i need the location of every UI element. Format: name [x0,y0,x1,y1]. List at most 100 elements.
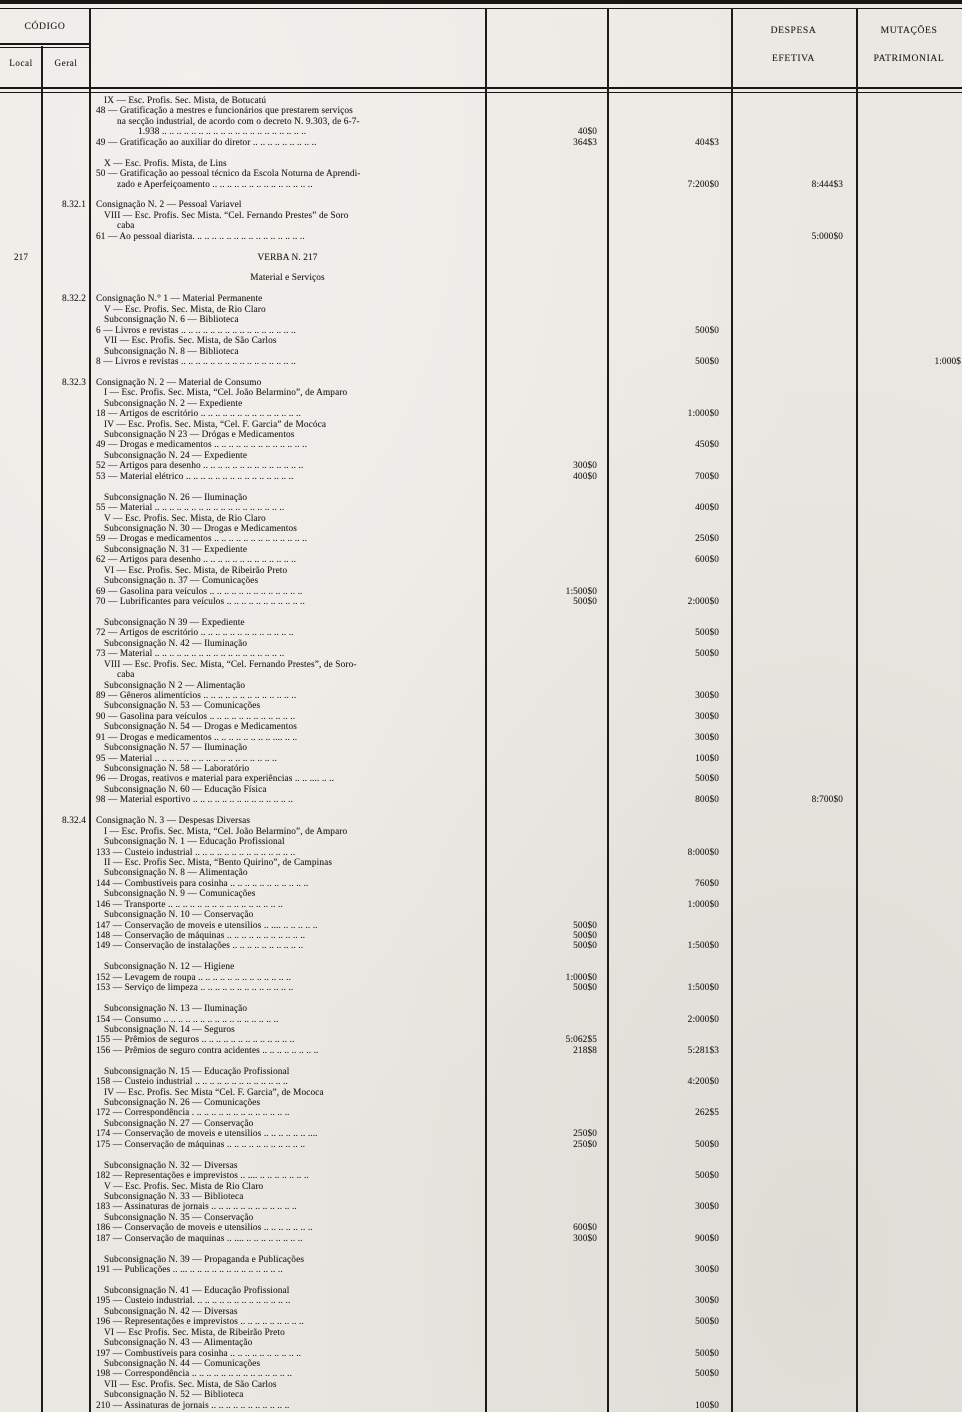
geral-code-cell [42,1369,90,1379]
local-code-cell [0,1380,42,1390]
table-row: Subconsignação N. 8 — Biblioteca [0,347,962,357]
geral-code-cell [42,1140,90,1150]
value-col1-cell [485,367,607,377]
geral-code-cell [42,712,90,722]
despesa-efetiva-cell [731,1035,856,1045]
top-rule-thin [0,8,962,10]
geral-code-cell [42,1223,90,1233]
value-col2-cell [607,1098,731,1108]
despesa-efetiva-cell [731,806,856,816]
mutacoes-header-line2: PATRIMONIAL [873,53,945,64]
local-code-cell [0,1296,42,1306]
description-cell: 182 — Representações e imprevistos .. ..… [96,1171,309,1182]
despesa-efetiva-cell [731,273,856,283]
value-col1-cell [485,952,607,962]
despesa-header-line1: DESPESA [770,25,817,36]
value-col1-cell: 250$0 [573,1129,597,1140]
geral-code-cell [42,117,90,127]
despesa-efetiva-cell [731,1317,856,1327]
mutacoes-patrimonial-cell [856,1265,962,1275]
table-row: Subconsignação N. 54 — Drogas e Medicame… [0,722,962,732]
geral-code-cell [42,1275,90,1285]
geral-code-cell [42,681,90,691]
table-row: I — Esc. Profis. Sec. Mista, “Cel. João … [0,827,962,837]
value-col2-cell [607,1161,731,1171]
value-col1-cell [485,670,607,680]
table-row [0,148,962,158]
geral-code-cell [42,889,90,899]
value-col2-cell: 4:200$0 [687,1077,719,1088]
table-row: VII — Esc. Profis. Sec. Mista, de São Ca… [0,1380,962,1390]
local-code-cell [0,1015,42,1025]
table-row: Subconsignação N. 13 — Iluminação [0,1004,962,1014]
geral-code-cell [42,587,90,597]
value-col2-cell: 500$0 [695,1348,719,1359]
value-col2-cell [607,263,731,273]
despesa-efetiva-cell [731,357,856,367]
geral-code-cell [42,1296,90,1306]
mutacoes-patrimonial-cell [856,681,962,691]
table-row: 8.32.3 Consignação N. 2 — Material de Con… [0,378,962,388]
geral-code-cell [42,440,90,450]
local-column-label: Local [9,58,33,68]
description-cell: Subconsignação N. 15 — Educação Profissi… [104,1066,290,1077]
mutacoes-patrimonial-cell [856,1202,962,1212]
geral-code-cell [42,597,90,607]
despesa-efetiva-cell [731,148,856,158]
description-cell: Subconsignação N. 53 — Comunicações [104,701,261,712]
table-row: 191 — Publicações .. ... .. .. .. .. .. … [0,1265,962,1275]
mutacoes-patrimonial-cell [856,848,962,858]
value-col2-cell: 262$5 [695,1108,719,1119]
geral-code-cell [42,1171,90,1181]
despesa-efetiva-cell [731,691,856,701]
value-col2-cell [607,962,731,972]
value-col2-cell [607,868,731,878]
local-code-cell [0,639,42,649]
geral-code-cell [42,367,90,377]
despesa-efetiva-cell [731,117,856,127]
mutacoes-patrimonial-cell [856,493,962,503]
despesa-efetiva-cell [731,503,856,513]
value-col2-cell [607,273,731,283]
despesa-efetiva-cell [731,388,856,398]
description-cell: 95 — Material .. .. .. .. .. .. .. .. ..… [96,753,277,764]
description-cell: Material e Serviços [250,273,325,284]
mutacoes-patrimonial-cell [856,1296,962,1306]
mutacoes-patrimonial-cell [856,764,962,774]
mutacoes-patrimonial-cell [856,1328,962,1338]
local-code-cell [0,1213,42,1223]
value-col2-cell: 8:000$0 [687,847,719,858]
local-code-cell [0,983,42,993]
value-col2-cell [607,200,731,210]
table-row: 217 VERBA N. 217 [0,253,962,263]
geral-code-cell: 8.32.1 [62,200,86,211]
description-cell: Subconsignação N. 35 — Conservação [104,1212,254,1223]
local-code-cell [0,712,42,722]
description-cell: Subconsignação N. 24 — Expediente [104,450,248,461]
mutacoes-patrimonial-cell [856,806,962,816]
value-col1-cell [485,440,607,450]
value-col1-cell [485,868,607,878]
value-col1-cell [485,1286,607,1296]
description-cell: na secção industrial, de acordo com o de… [117,116,360,127]
geral-code-cell: 8.32.4 [62,816,86,827]
geral-code-cell [42,1307,90,1317]
divider-col2-despesa [731,8,733,1412]
description-cell: 187 — Conservação de maquinas .. .... ..… [96,1233,303,1244]
value-col1-cell [485,889,607,899]
value-col2-cell [607,347,731,357]
despesa-efetiva-cell [731,200,856,210]
value-col2-cell [607,670,731,680]
description-cell: 62 — Artigos para desenho .. .. .. .. ..… [96,555,297,566]
value-col2-cell: 300$0 [695,732,719,743]
table-row: Subconsignação N. 6 — Biblioteca [0,315,962,325]
despesa-efetiva-cell [731,1182,856,1192]
value-col1-cell: 500$0 [573,920,597,931]
local-code-cell [0,691,42,701]
mutacoes-patrimonial-cell [856,983,962,993]
description-cell: 70 — Lubrificantes para veículos .. .. .… [96,597,305,607]
geral-code-cell [42,1390,90,1400]
local-code-cell [0,795,42,805]
value-col2-cell [607,284,731,294]
local-code-cell [0,1286,42,1296]
